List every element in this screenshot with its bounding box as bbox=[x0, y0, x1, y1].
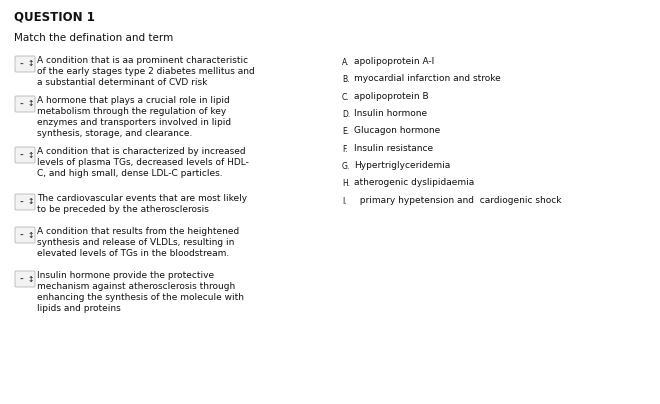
Text: B.: B. bbox=[342, 75, 350, 84]
FancyBboxPatch shape bbox=[15, 56, 35, 72]
Text: C.: C. bbox=[342, 93, 350, 102]
Text: Hypertriglyceridemia: Hypertriglyceridemia bbox=[354, 161, 450, 170]
Text: -: - bbox=[20, 151, 23, 160]
FancyBboxPatch shape bbox=[15, 96, 35, 112]
Text: ↕: ↕ bbox=[27, 59, 34, 69]
Text: apolipoprotein A-I: apolipoprotein A-I bbox=[354, 57, 434, 66]
Text: primary hypetension and  cardiogenic shock: primary hypetension and cardiogenic shoc… bbox=[354, 196, 562, 205]
FancyBboxPatch shape bbox=[15, 227, 35, 243]
Text: A condition that is characterized by increased
levels of plasma TGs, decreased l: A condition that is characterized by inc… bbox=[37, 147, 249, 178]
Text: apolipoprotein B: apolipoprotein B bbox=[354, 92, 428, 101]
Text: Match the defination and term: Match the defination and term bbox=[14, 33, 173, 43]
Text: -: - bbox=[20, 198, 23, 206]
Text: A condition that results from the heightened
synthesis and release of VLDLs, res: A condition that results from the height… bbox=[37, 227, 239, 258]
Text: F.: F. bbox=[342, 145, 348, 154]
FancyBboxPatch shape bbox=[15, 271, 35, 287]
FancyBboxPatch shape bbox=[15, 194, 35, 210]
Text: E.: E. bbox=[342, 127, 349, 136]
Text: ↕: ↕ bbox=[27, 151, 34, 160]
Text: Insulin hormone provide the protective
mechanism against atherosclerosis through: Insulin hormone provide the protective m… bbox=[37, 271, 244, 313]
Text: H.: H. bbox=[342, 179, 350, 188]
Text: The cardiovascular events that are most likely
to be preceded by the atheroscler: The cardiovascular events that are most … bbox=[37, 194, 247, 214]
Text: -: - bbox=[20, 274, 23, 284]
Text: ↕: ↕ bbox=[27, 274, 34, 284]
Text: ↕: ↕ bbox=[27, 198, 34, 206]
Text: G.: G. bbox=[342, 162, 350, 171]
Text: Insulin resistance: Insulin resistance bbox=[354, 144, 433, 153]
Text: atherogenic dyslipidaemia: atherogenic dyslipidaemia bbox=[354, 178, 475, 187]
Text: A hormone that plays a crucial role in lipid
metabolism through the regulation o: A hormone that plays a crucial role in l… bbox=[37, 96, 231, 138]
Text: QUESTION 1: QUESTION 1 bbox=[14, 10, 95, 23]
Text: D.: D. bbox=[342, 110, 350, 119]
Text: ↕: ↕ bbox=[27, 99, 34, 109]
FancyBboxPatch shape bbox=[15, 147, 35, 163]
Text: I.: I. bbox=[342, 197, 346, 206]
Text: Insulin hormone: Insulin hormone bbox=[354, 109, 427, 118]
Text: A.: A. bbox=[342, 58, 350, 67]
Text: -: - bbox=[20, 59, 23, 69]
Text: myocardial infarction and stroke: myocardial infarction and stroke bbox=[354, 74, 501, 83]
Text: A condition that is aa prominent characteristic
of the early stages type 2 diabe: A condition that is aa prominent charact… bbox=[37, 56, 255, 87]
Text: Glucagon hormone: Glucagon hormone bbox=[354, 126, 440, 135]
Text: ↕: ↕ bbox=[27, 231, 34, 240]
Text: -: - bbox=[20, 99, 23, 109]
Text: -: - bbox=[20, 231, 23, 240]
